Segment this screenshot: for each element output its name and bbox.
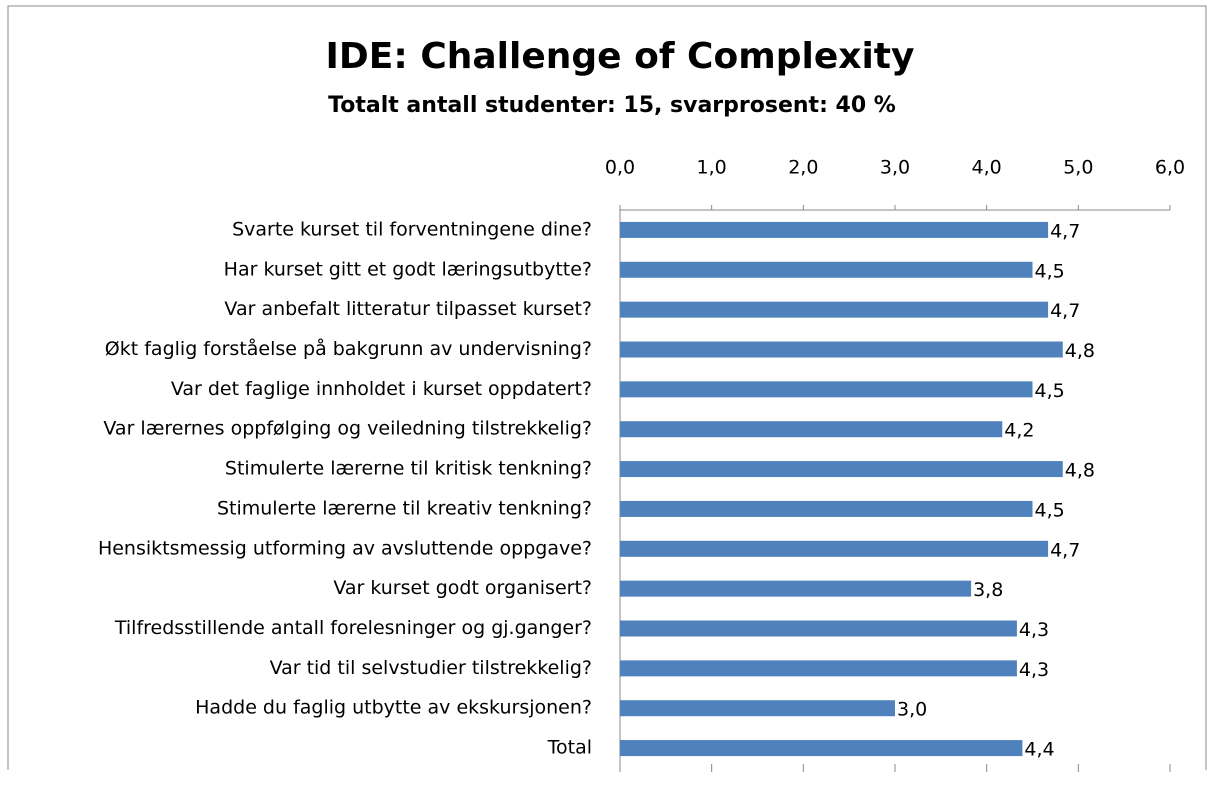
bar — [620, 620, 1017, 637]
bar — [620, 500, 1033, 517]
y-tick-label: Var det faglige innholdet i kurset oppda… — [171, 378, 592, 400]
data-label: 4,8 — [1065, 340, 1095, 362]
y-tick-label: Tilfredsstillende antall forelesninger o… — [114, 617, 592, 639]
y-tick-label: Svarte kurset til forventningene dine? — [232, 218, 592, 240]
x-tick-label: 4,0 — [972, 157, 1002, 179]
chart-title: IDE: Challenge of Complexity — [326, 36, 915, 77]
bar — [620, 461, 1063, 478]
x-tick-label: 0,0 — [605, 157, 635, 179]
data-label: 4,4 — [1024, 739, 1054, 761]
chart-border — [7, 5, 1207, 770]
y-tick-label: Hensiktsmessig utforming av avsluttende … — [98, 537, 592, 559]
bar — [620, 540, 1049, 557]
data-label: 3,8 — [973, 579, 1003, 601]
bar — [620, 221, 1049, 238]
y-tick-label: Total — [547, 737, 592, 759]
bar — [620, 261, 1033, 278]
chart-subtitle: Totalt antall studenter: 15, svarprosent… — [328, 93, 896, 118]
data-label: 4,7 — [1050, 300, 1080, 322]
x-tick-label: 5,0 — [1063, 157, 1093, 179]
x-tick-label: 6,0 — [1155, 157, 1185, 179]
data-label: 4,5 — [1035, 380, 1065, 402]
x-tick-label: 2,0 — [788, 157, 818, 179]
bar — [620, 381, 1033, 398]
bar — [620, 740, 1023, 757]
y-tick-label: Var kurset godt organisert? — [333, 577, 592, 599]
y-tick-label: Hadde du faglig utbytte av ekskursjonen? — [195, 697, 592, 719]
bar — [620, 700, 895, 717]
bar — [620, 660, 1017, 677]
y-tick-label: Har kurset gitt et godt læringsutbytte? — [224, 258, 592, 280]
data-label: 4,7 — [1050, 539, 1080, 561]
data-label: 3,0 — [897, 699, 927, 721]
bar — [620, 580, 972, 597]
y-tick-label: Var lærernes oppfølging og veiledning ti… — [103, 418, 592, 440]
data-label: 4,2 — [1004, 420, 1034, 442]
x-tick-label: 1,0 — [697, 157, 727, 179]
data-label: 4,5 — [1035, 499, 1065, 521]
data-label: 4,5 — [1035, 260, 1065, 282]
x-tick-label: 3,0 — [880, 157, 910, 179]
y-tick-label: Var tid til selvstudier tilstrekkelig? — [270, 657, 592, 679]
y-tick-label: Stimulerte lærerne til kritisk tenkning? — [225, 458, 592, 480]
data-label: 4,7 — [1050, 220, 1080, 242]
bar — [620, 301, 1049, 318]
y-tick-label: Økt faglig forståelse på bakgrunn av und… — [105, 337, 592, 360]
y-tick-label: Stimulerte lærerne til kreativ tenkning? — [217, 497, 592, 519]
data-label: 4,3 — [1019, 659, 1049, 681]
y-tick-label: Var anbefalt litteratur tilpasset kurset… — [224, 298, 592, 320]
data-label: 4,8 — [1065, 460, 1095, 482]
bar — [620, 341, 1063, 358]
data-label: 4,3 — [1019, 619, 1049, 641]
bar — [620, 421, 1003, 438]
